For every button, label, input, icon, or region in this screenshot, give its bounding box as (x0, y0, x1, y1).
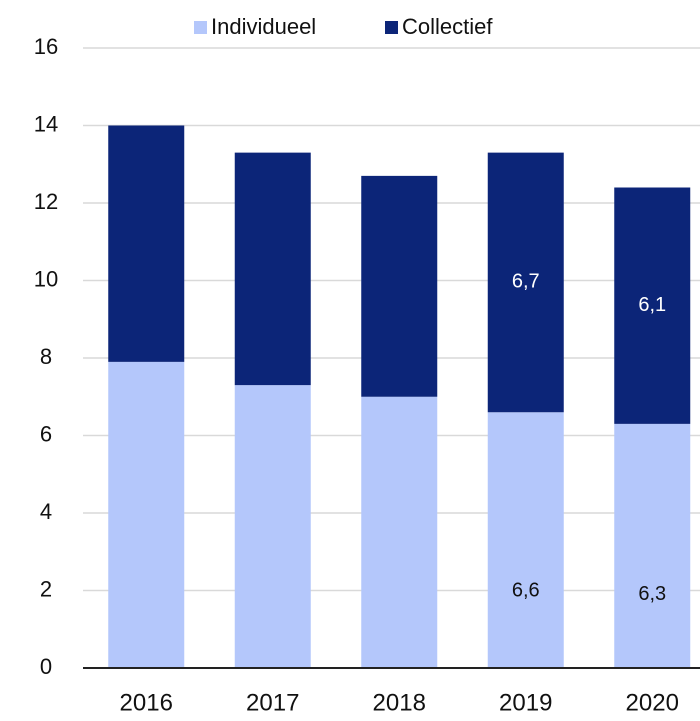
x-tick-label: 2019 (499, 689, 552, 716)
bar-segment (108, 361, 185, 668)
bar-segment (614, 423, 691, 668)
y-tick-label: 16 (34, 34, 58, 59)
x-tick-label: 2020 (626, 689, 679, 716)
x-tick-label: 2018 (373, 689, 426, 716)
y-tick-label: 4 (40, 499, 52, 524)
y-tick-label: 10 (34, 266, 58, 291)
bar-segment (108, 125, 185, 362)
bar-segment (487, 152, 564, 413)
bar-segment (361, 175, 438, 397)
bar-segment (234, 152, 311, 386)
y-tick-label: 14 (34, 111, 58, 136)
value-label: 6,6 (512, 580, 540, 602)
bar-segment (234, 385, 311, 668)
value-label: 6,7 (512, 271, 540, 293)
value-label: 6,1 (638, 294, 666, 316)
y-tick-label: 2 (40, 576, 52, 601)
x-tick-label: 2016 (120, 689, 173, 716)
y-tick-label: 6 (40, 421, 52, 446)
legend-label: Individueel (211, 14, 316, 39)
legend-label: Collectief (402, 14, 493, 39)
value-label: 6,3 (638, 583, 666, 605)
bar-segment (487, 412, 564, 668)
bar-segment (361, 396, 438, 668)
bar-segment (614, 187, 691, 424)
y-tick-label: 8 (40, 344, 52, 369)
y-tick-label: 0 (40, 654, 52, 679)
x-tick-label: 2017 (246, 689, 299, 716)
y-tick-label: 12 (34, 189, 58, 214)
legend-swatch (194, 21, 207, 34)
legend-swatch (385, 21, 398, 34)
